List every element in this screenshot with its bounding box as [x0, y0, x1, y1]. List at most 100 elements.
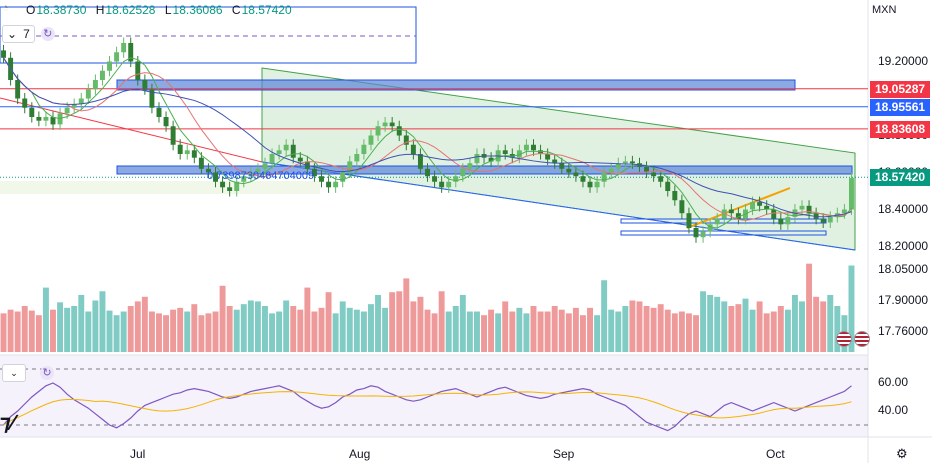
volume-bar	[106, 310, 113, 352]
volume-bar	[170, 309, 177, 352]
candle-body	[220, 181, 226, 188]
close-value: 18.57420	[241, 3, 292, 17]
volume-bar	[544, 311, 551, 352]
volume-bar	[650, 307, 657, 352]
open-value: 18.38730	[36, 3, 87, 17]
candle-body	[538, 150, 544, 154]
volume-bar	[459, 294, 466, 352]
interval-value: 7	[23, 27, 30, 41]
candle-body	[255, 168, 261, 173]
candle-body	[382, 122, 388, 127]
candle-body	[92, 80, 98, 90]
volume-bar	[473, 311, 480, 352]
candle-body	[311, 168, 317, 177]
volume-bar	[205, 313, 212, 352]
volume-bar	[389, 292, 396, 352]
candle-body	[1, 50, 7, 58]
volume-bar	[799, 301, 805, 352]
candle-body	[43, 117, 49, 121]
volume-bar	[671, 313, 678, 352]
currency-label[interactable]: MXN	[872, 4, 897, 16]
price-level-badge: 18.57420	[870, 169, 931, 187]
volume-bar	[516, 307, 523, 352]
low-zone-1	[620, 218, 827, 224]
volume-bar	[247, 300, 254, 352]
candle-body	[728, 209, 734, 214]
candle-body	[170, 126, 176, 145]
us-flag-icon[interactable]	[836, 331, 852, 347]
candle-body	[99, 70, 105, 80]
candle-body	[297, 157, 303, 162]
volume-bar	[481, 315, 487, 352]
candle-body	[750, 202, 756, 210]
support-zone	[0, 181, 320, 194]
moving-average-line	[3, 57, 852, 229]
sync-icon[interactable]: ↻	[40, 366, 54, 380]
volume-bar	[777, 306, 784, 352]
price-tick-label: 18.20000	[878, 238, 929, 253]
volume-bar	[375, 294, 382, 352]
price-tick-label: 18.40000	[878, 201, 929, 216]
event-flags[interactable]	[836, 331, 870, 347]
interval-control[interactable]: ⌄ 7 ↻	[2, 24, 55, 44]
volume-bar	[509, 311, 516, 352]
candle-body	[841, 209, 847, 214]
candle-body	[460, 168, 466, 177]
eye-icon[interactable]: ◔	[2, 2, 9, 14]
candle-body	[665, 181, 671, 191]
volume-bar	[134, 301, 141, 352]
us-flag-icon[interactable]	[854, 331, 870, 347]
low-zone-2	[620, 230, 827, 236]
candle-body	[156, 107, 162, 117]
volume-bar	[622, 306, 629, 352]
candle-body	[622, 161, 628, 164]
volume-bar	[28, 310, 35, 352]
settings-gear-icon[interactable]: ⚙	[896, 446, 908, 461]
candle-body	[651, 172, 657, 177]
volume-bar	[304, 287, 311, 352]
volume-bar	[21, 306, 28, 352]
candle-body	[453, 176, 459, 182]
candle-body	[128, 43, 134, 62]
candle-body	[184, 150, 190, 154]
volume-bar	[120, 311, 127, 352]
interval-button[interactable]: ⌄ 7	[2, 25, 35, 43]
volume-bar	[85, 311, 92, 352]
volume-bar	[770, 311, 777, 352]
candle-body	[502, 150, 508, 154]
volume-bar	[163, 315, 170, 352]
candle-body	[333, 181, 339, 188]
volume-bar	[177, 307, 184, 352]
volume-bar	[339, 301, 346, 352]
volume-bar	[601, 280, 608, 352]
candle-body	[368, 135, 374, 145]
collapse-icon[interactable]: ⌄	[2, 364, 26, 382]
resistance-zone	[116, 79, 796, 91]
candle-body	[672, 191, 678, 201]
fib-zone	[116, 165, 853, 175]
candle-body	[580, 176, 586, 182]
volume-bar	[813, 296, 820, 352]
volume-bar	[572, 307, 579, 352]
candle-body	[764, 205, 770, 210]
volume-bar	[346, 307, 353, 352]
candle-body	[601, 172, 607, 182]
candle-body	[107, 61, 112, 71]
volume-bar	[410, 301, 417, 352]
candle-body	[714, 218, 720, 225]
sync-icon[interactable]: ↻	[40, 27, 55, 41]
candle-body	[785, 216, 791, 225]
rsi-tick-label: 40.00	[878, 403, 909, 417]
candle-body	[213, 172, 218, 182]
drawings-layer	[0, 6, 868, 251]
rsi-signal-line	[3, 391, 852, 426]
volume-bar	[735, 304, 742, 352]
rsi-tick-label: 60.00	[878, 375, 909, 389]
volume-bar	[283, 300, 290, 352]
tradingview-logo-icon[interactable]: ⁊∕	[0, 410, 15, 435]
volume-bar	[262, 306, 268, 352]
candle-body	[432, 176, 438, 182]
candle-body	[573, 172, 579, 177]
volume-bar	[148, 311, 155, 352]
